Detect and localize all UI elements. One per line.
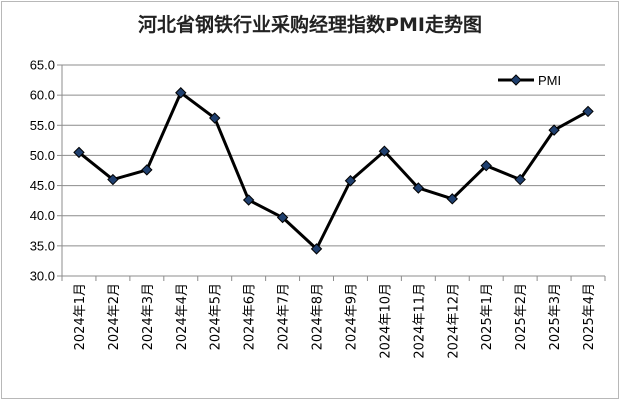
data-point [548,124,560,136]
x-tick-label: 2024年1月 [73,283,88,350]
x-tick-label: 2025年1月 [480,283,495,350]
x-tick-label: 2024年10月 [378,283,393,359]
data-point [344,175,357,187]
x-tick-label: 2024年7月 [277,283,292,350]
y-tick-label: 45.0 [30,178,55,193]
y-tick-label: 40.0 [30,208,55,223]
y-tick-label: 35.0 [30,238,55,253]
x-tick-label: 2025年4月 [582,283,597,350]
x-tick-label: 2024年5月 [209,283,224,350]
legend-marker-swatch [510,74,522,86]
x-tick-label: 2024年11月 [412,283,427,359]
x-tick-label: 2024年6月 [243,283,258,350]
x-tick-label: 2024年9月 [344,283,359,350]
data-point [175,87,187,99]
data-point [446,193,458,205]
y-tick-label: 65.0 [30,58,55,73]
x-tick-label: 2024年12月 [446,283,461,359]
legend-label: PMI [538,73,561,88]
y-tick-label: 50.0 [30,148,55,163]
x-tick-label: 2024年2月 [107,283,122,350]
data-point [107,173,119,186]
data-point [141,164,153,176]
series-group [73,87,594,255]
x-tick-label: 2025年3月 [548,283,563,350]
data-point [209,112,221,124]
y-tick-label: 55.0 [30,118,55,133]
x-tick-label: 2024年4月 [175,283,190,350]
data-point [514,173,526,186]
data-point [412,182,425,194]
y-tick-label: 60.0 [30,88,55,103]
series-line [78,91,589,251]
data-point [276,211,289,224]
data-point [310,243,323,255]
legend: PMI [498,73,561,88]
x-tick-label: 2025年2月 [514,283,529,350]
chart-title: 河北省钢铁行业采购经理指数PMI走势图 [138,14,482,36]
data-point [73,146,85,159]
data-point [582,105,594,118]
y-axis-ticks: 30.0 35.0 40.0 45.0 50.0 55.0 60.0 65.0 [30,58,62,284]
data-point [378,145,391,157]
x-tick-label: 2024年3月 [141,283,156,350]
data-point [480,159,492,172]
y-tick-label: 30.0 [30,269,55,284]
x-axis-ticks: 2024年1月 2024年2月 2024年3月 2024年4月 2024年5月 2024年… [61,276,606,359]
x-tick-label: 2024年8月 [311,283,326,350]
data-point [242,194,255,206]
